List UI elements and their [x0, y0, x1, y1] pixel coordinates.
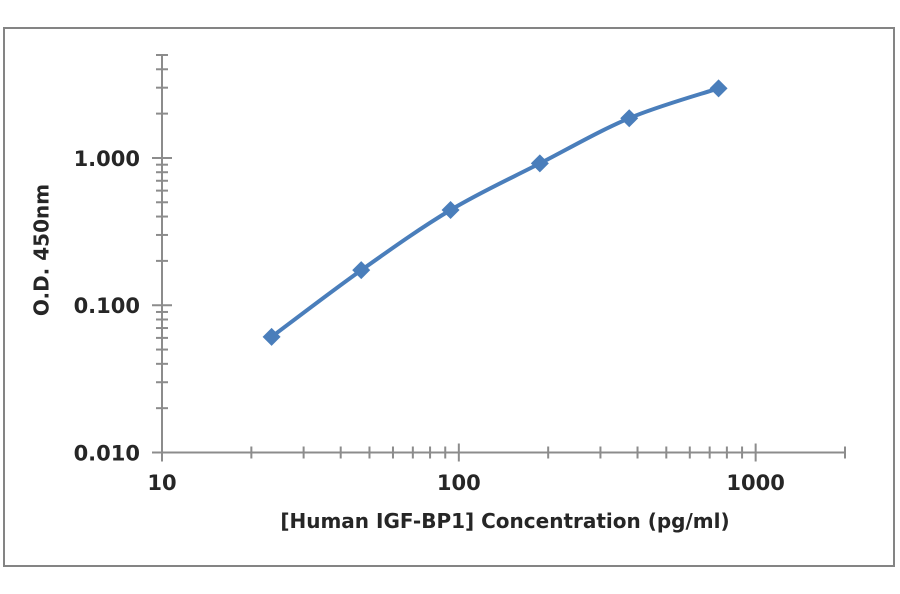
x-axis-title: [Human IGF-BP1] Concentration (pg/ml) [280, 509, 729, 533]
series-line [269, 86, 721, 339]
chart-frame [3, 27, 895, 567]
x-tick-label: 100 [437, 471, 481, 495]
y-axis-title: O.D. 450nm [30, 184, 54, 316]
axis-tick-labels: 0.010 0.100 1.000 10 100 1000 [74, 147, 785, 495]
y-tick-label: 0.010 [74, 442, 140, 466]
data-point-marker [352, 261, 371, 280]
y-tick-label: 0.100 [74, 294, 140, 318]
y-tick-label: 1.000 [74, 147, 140, 171]
x-tick-label: 10 [147, 471, 176, 495]
axis-ticks [152, 54, 846, 462]
data-point-marker [262, 327, 281, 346]
data-point-marker [709, 79, 728, 98]
data-series [262, 79, 728, 346]
axes [161, 55, 845, 454]
data-point-marker [441, 201, 460, 220]
x-tick-label: 1000 [726, 471, 784, 495]
data-point-marker [530, 154, 549, 173]
data-point-marker [620, 109, 639, 128]
